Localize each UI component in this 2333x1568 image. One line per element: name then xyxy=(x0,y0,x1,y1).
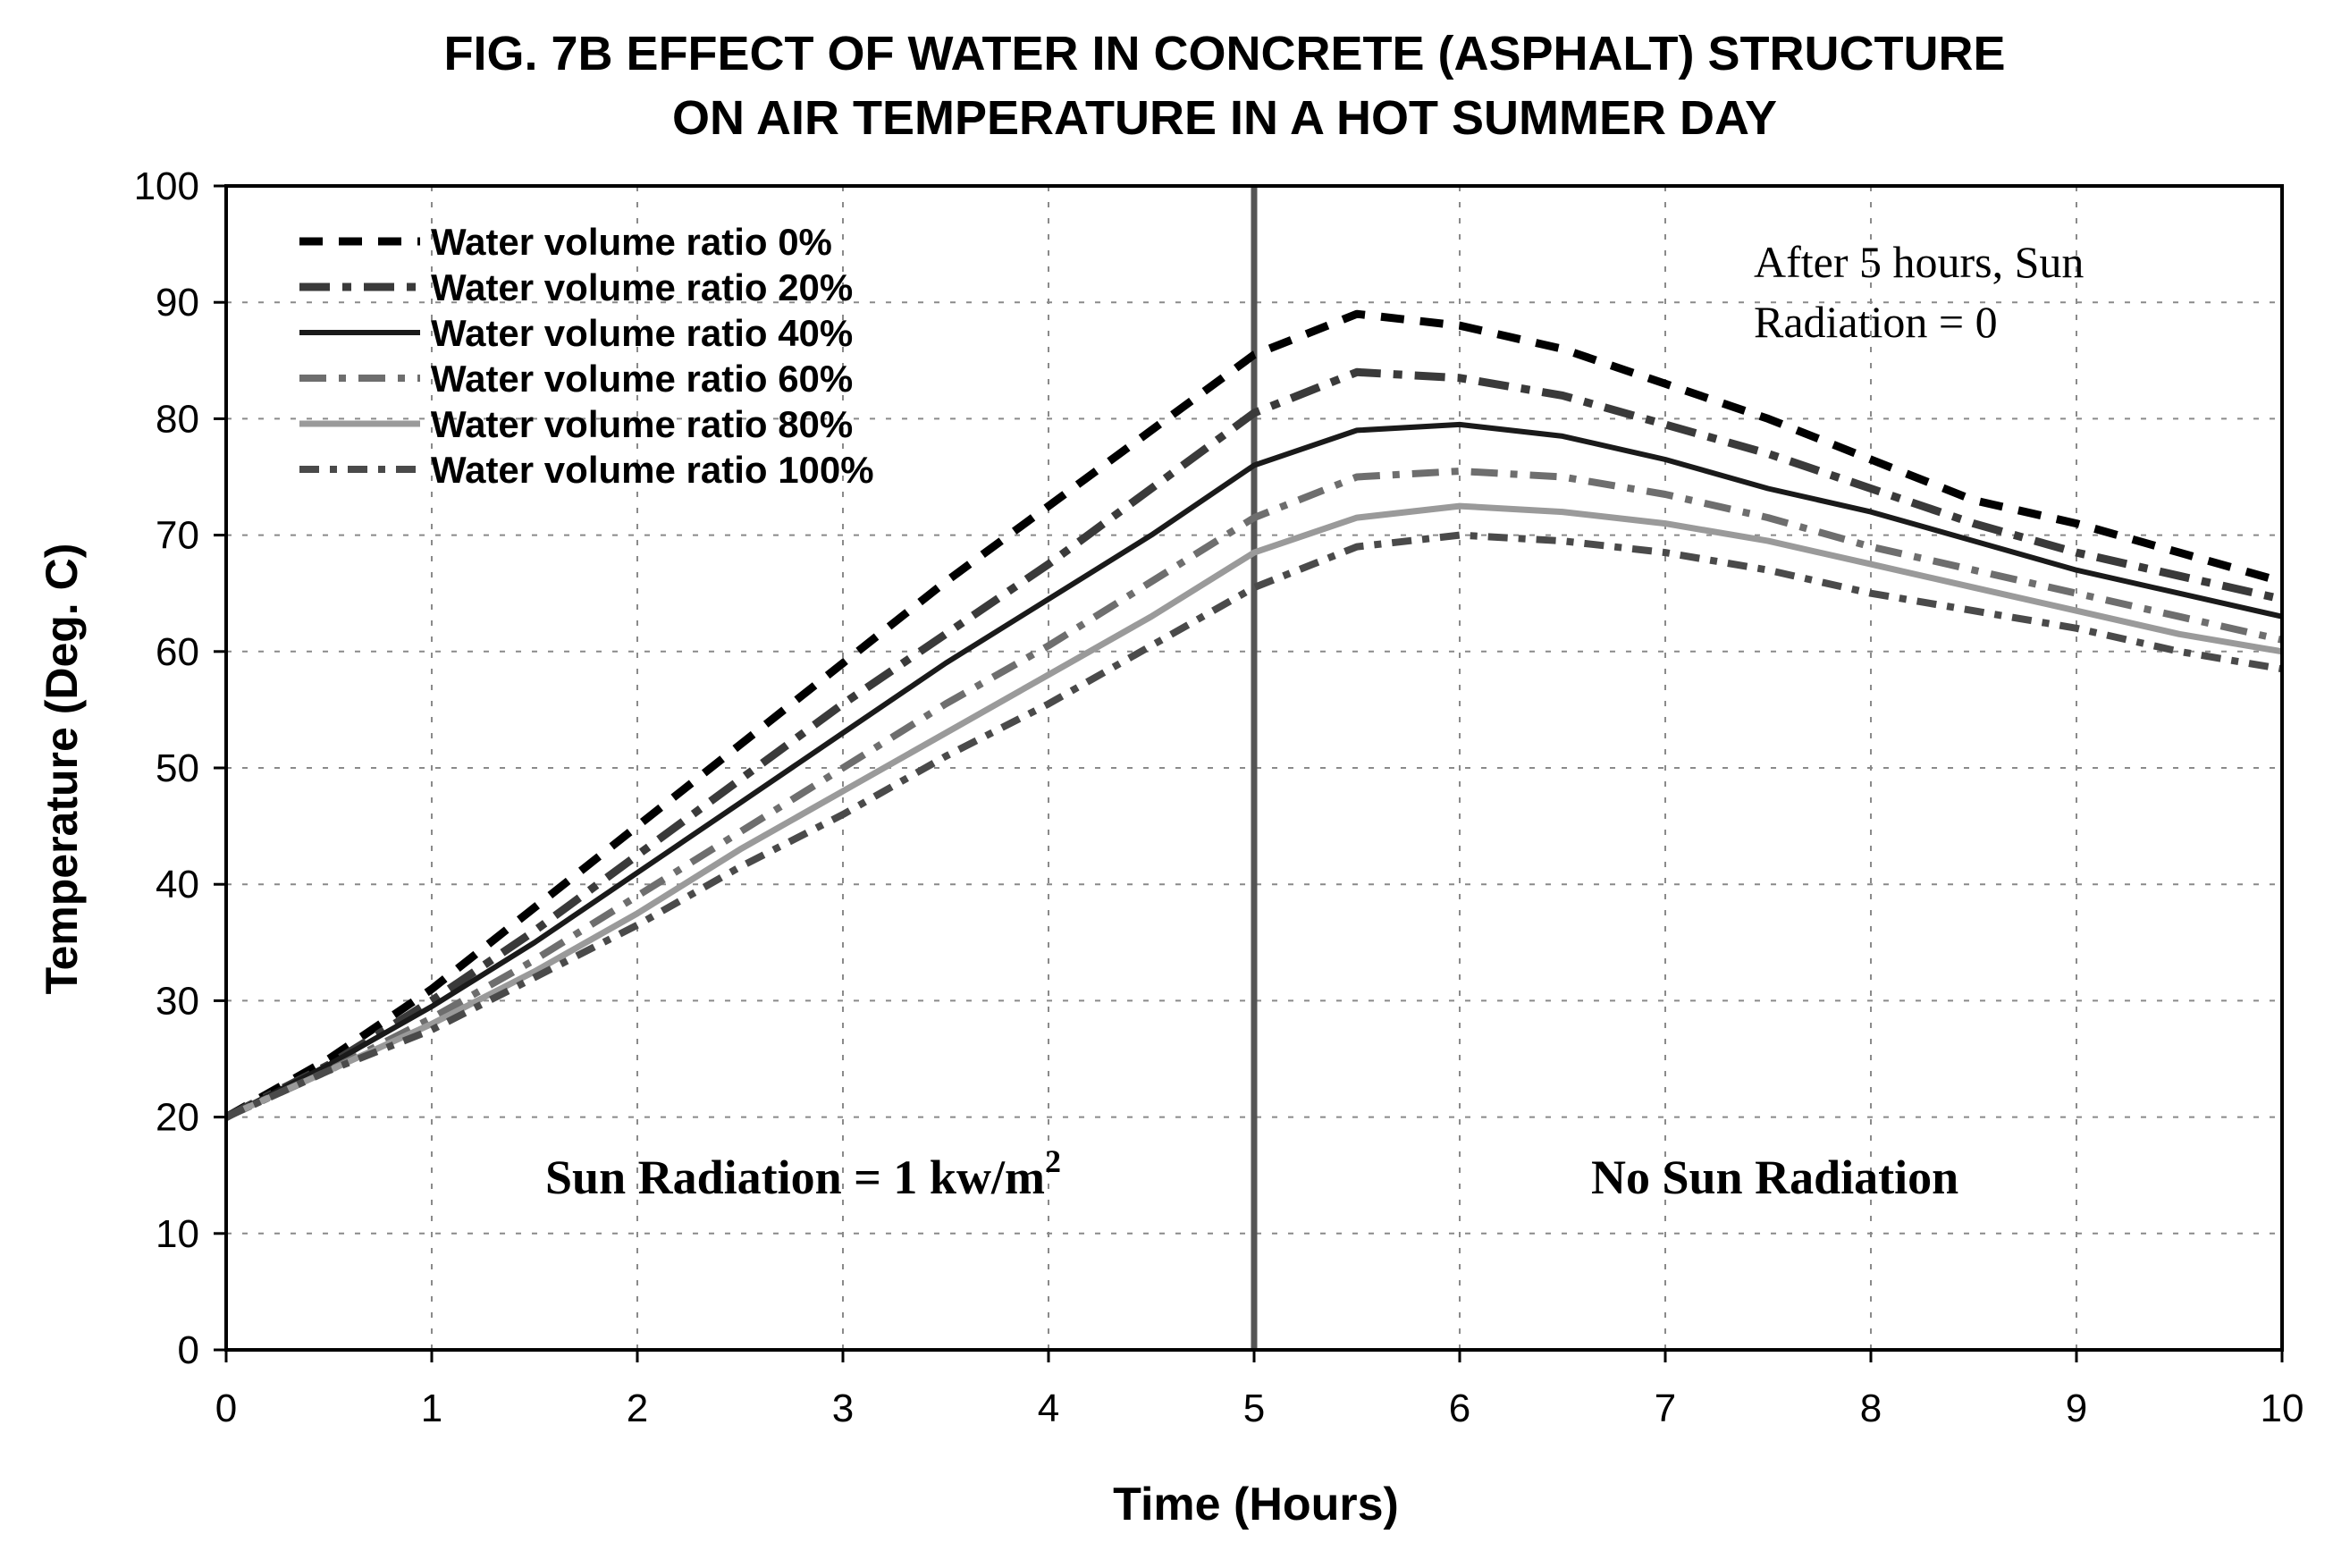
legend-label-1: Water volume ratio 0% xyxy=(431,221,832,263)
chart-title-line-2: ON AIR TEMPERATURE IN A HOT SUMMER DAY xyxy=(672,91,1777,145)
y-tick-label: 60 xyxy=(156,630,199,674)
y-tick-label: 70 xyxy=(156,514,199,558)
x-tick-label: 2 xyxy=(627,1387,648,1430)
legend: Water volume ratio 0%Water volume ratio … xyxy=(299,221,874,491)
y-tick-label: 100 xyxy=(134,164,199,208)
x-tick-label: 1 xyxy=(421,1387,442,1430)
legend-label-3: Water volume ratio 40% xyxy=(431,312,853,354)
chart-title-line-1: FIG. 7B EFFECT OF WATER IN CONCRETE (ASP… xyxy=(444,27,2006,80)
y-axis-label: Temperature (Deg. C) xyxy=(37,544,87,995)
x-tick-label: 7 xyxy=(1655,1387,1676,1430)
annotation-after-5-hours: After 5 hours, Sun xyxy=(1754,237,2084,287)
y-tick-label: 20 xyxy=(156,1096,199,1140)
y-tick-label: 10 xyxy=(156,1212,199,1256)
x-tick-label: 0 xyxy=(215,1387,237,1430)
x-tick-label: 4 xyxy=(1038,1387,1059,1430)
legend-label-4: Water volume ratio 60% xyxy=(431,358,853,400)
annotation-sun-radiation-text: Sun Radiation = 1 kw/m xyxy=(545,1151,1045,1204)
annotation-sun-radiation-superscript: 2 xyxy=(1045,1143,1061,1179)
x-axis-label: Time (Hours) xyxy=(1113,1479,1399,1530)
x-tick-label: 5 xyxy=(1243,1387,1265,1430)
legend-label-6: Water volume ratio 100% xyxy=(431,449,874,491)
legend-label-5: Water volume ratio 80% xyxy=(431,403,853,445)
y-tick-label: 30 xyxy=(156,979,199,1023)
y-tick-label: 40 xyxy=(156,863,199,906)
x-tick-label: 9 xyxy=(2066,1387,2087,1430)
legend-label-2: Water volume ratio 20% xyxy=(431,266,853,308)
annotation-sun-radiation: Sun Radiation = 1 kw/m2 xyxy=(545,1143,1061,1204)
x-tick-label: 8 xyxy=(1860,1387,1882,1430)
y-tick-label: 0 xyxy=(178,1328,199,1372)
annotation-radiation-zero: Radiation = 0 xyxy=(1754,297,1998,347)
x-tick-label: 3 xyxy=(832,1387,854,1430)
y-tick-label: 50 xyxy=(156,746,199,790)
y-tick-label: 80 xyxy=(156,397,199,441)
annotation-no-sun-radiation: No Sun Radiation xyxy=(1591,1151,1958,1204)
x-tick-label: 10 xyxy=(2261,1387,2304,1430)
x-tick-label: 6 xyxy=(1449,1387,1470,1430)
y-tick-label: 90 xyxy=(156,281,199,325)
series-lines xyxy=(226,309,2282,1121)
